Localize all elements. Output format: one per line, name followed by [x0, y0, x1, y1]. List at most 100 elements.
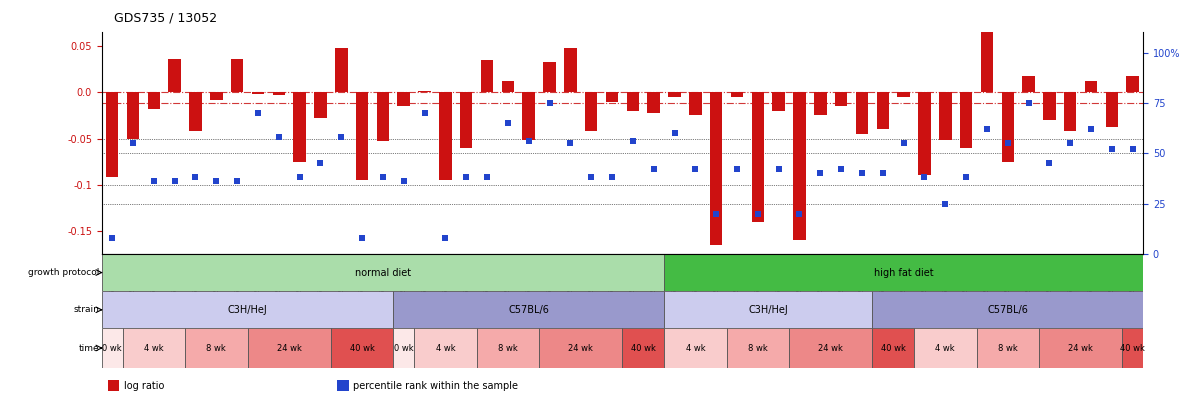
Bar	[898, 92, 910, 97]
Point	[768, 166, 788, 173]
Bar	[394, 328, 414, 368]
Text: 0 wk: 0 wk	[394, 343, 413, 352]
Text: 4 wk: 4 wk	[144, 343, 164, 352]
Text: 4 wk: 4 wk	[686, 343, 705, 352]
Text: growth protocol: growth protocol	[29, 268, 99, 277]
Point	[144, 178, 163, 185]
Bar	[664, 291, 873, 328]
Bar	[1002, 92, 1014, 162]
Point	[915, 174, 934, 181]
Point	[1123, 146, 1142, 152]
Bar	[873, 328, 915, 368]
Bar	[980, 5, 994, 92]
Bar	[543, 62, 555, 92]
Bar	[794, 92, 806, 240]
Text: 24 wk: 24 wk	[819, 343, 843, 352]
Point	[582, 174, 601, 181]
Point	[560, 140, 579, 146]
Text: 8 wk: 8 wk	[998, 343, 1017, 352]
Bar	[330, 328, 394, 368]
Bar	[293, 92, 306, 162]
Bar	[460, 92, 473, 148]
Bar	[664, 254, 1143, 291]
Bar	[481, 60, 493, 92]
Point	[790, 211, 809, 217]
Point	[332, 134, 351, 141]
Point	[852, 170, 871, 177]
Bar	[1084, 81, 1098, 92]
Bar	[814, 92, 827, 115]
Point	[207, 178, 226, 185]
Text: 0 wk: 0 wk	[103, 343, 122, 352]
Bar	[251, 92, 265, 94]
Bar	[626, 92, 639, 111]
Bar	[727, 328, 789, 368]
Point	[748, 211, 767, 217]
Point	[956, 174, 976, 181]
Bar	[231, 59, 243, 92]
Point	[664, 130, 683, 136]
Point	[456, 174, 475, 181]
Text: time: time	[79, 343, 99, 352]
Point	[394, 178, 413, 185]
Point	[103, 234, 122, 241]
Bar	[664, 328, 727, 368]
Bar	[102, 291, 394, 328]
Bar	[189, 92, 202, 131]
Text: C3H/HeJ: C3H/HeJ	[227, 305, 267, 315]
Point	[728, 166, 747, 173]
Bar	[356, 92, 369, 180]
Bar	[539, 328, 622, 368]
Text: C57BL/6: C57BL/6	[988, 305, 1028, 315]
Text: GDS735 / 13052: GDS735 / 13052	[114, 11, 217, 24]
Point	[1040, 160, 1059, 166]
Bar	[1022, 76, 1035, 92]
Bar	[335, 48, 347, 92]
Point	[832, 166, 851, 173]
Point	[311, 160, 330, 166]
Bar	[102, 254, 664, 291]
Bar	[585, 92, 597, 131]
Bar	[689, 92, 701, 115]
Bar	[856, 92, 868, 134]
Bar	[522, 92, 535, 141]
Bar	[439, 92, 451, 180]
Text: 24 wk: 24 wk	[569, 343, 594, 352]
Text: log ratio: log ratio	[123, 381, 164, 391]
Point	[686, 166, 705, 173]
Bar	[414, 328, 476, 368]
Point	[977, 126, 996, 132]
Point	[644, 166, 663, 173]
Bar	[752, 92, 764, 222]
Bar	[977, 328, 1039, 368]
Bar	[606, 92, 619, 102]
Point	[165, 178, 184, 185]
Point	[498, 120, 517, 126]
Bar	[102, 328, 122, 368]
Point	[269, 134, 288, 141]
Bar	[314, 92, 327, 118]
Text: 24 wk: 24 wk	[1068, 343, 1093, 352]
Point	[706, 211, 725, 217]
Bar	[1126, 76, 1140, 92]
Bar	[394, 291, 664, 328]
Bar	[622, 328, 664, 368]
Text: 8 wk: 8 wk	[748, 343, 767, 352]
Point	[602, 174, 621, 181]
Bar	[1039, 328, 1123, 368]
Bar	[127, 92, 139, 139]
Text: 8 wk: 8 wk	[206, 343, 226, 352]
Bar	[789, 328, 873, 368]
Point	[894, 140, 913, 146]
Bar	[105, 92, 119, 177]
Bar	[564, 48, 577, 92]
Bar	[960, 92, 972, 148]
Point	[1061, 140, 1080, 146]
Bar	[648, 92, 660, 113]
Point	[1102, 146, 1122, 152]
Point	[1019, 100, 1038, 106]
Point	[873, 170, 892, 177]
Bar	[710, 92, 723, 245]
Bar	[108, 380, 120, 391]
Point	[123, 140, 142, 146]
